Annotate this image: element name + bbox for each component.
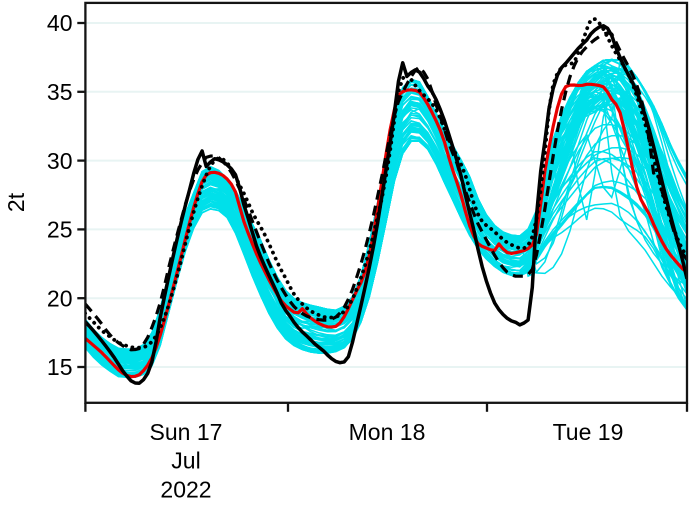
svg-text:2t: 2t xyxy=(3,192,29,212)
svg-text:Sun 17: Sun 17 xyxy=(150,419,223,445)
svg-text:Tue 19: Tue 19 xyxy=(553,419,624,445)
svg-text:40: 40 xyxy=(47,10,73,36)
svg-text:35: 35 xyxy=(47,79,73,105)
svg-text:20: 20 xyxy=(47,285,73,311)
svg-text:Jul: Jul xyxy=(171,448,200,474)
svg-text:15: 15 xyxy=(47,354,73,380)
svg-text:25: 25 xyxy=(47,217,73,243)
svg-text:30: 30 xyxy=(47,148,73,174)
svg-text:2022: 2022 xyxy=(160,476,211,502)
svg-text:Mon 18: Mon 18 xyxy=(349,419,426,445)
